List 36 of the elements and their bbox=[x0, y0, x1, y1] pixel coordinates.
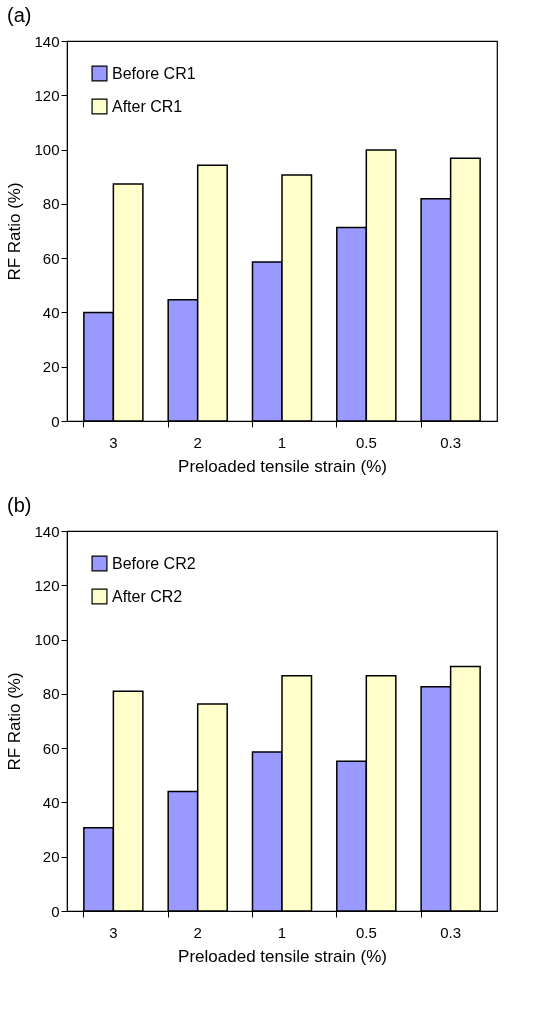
y-tick-label: 0 bbox=[51, 412, 60, 430]
y-tick-label: 140 bbox=[34, 522, 60, 540]
x-tick-label: 1 bbox=[277, 433, 287, 451]
y-axis-title: RF Ratio (%) bbox=[5, 182, 25, 281]
legend-label: After CR1 bbox=[112, 97, 183, 115]
x-tick-label: 3 bbox=[109, 923, 118, 941]
legend-label: Before CR1 bbox=[112, 64, 196, 82]
chart-title: (a) bbox=[7, 4, 32, 26]
legend-label: Before CR2 bbox=[112, 554, 196, 572]
x-tick-label: 0.3 bbox=[440, 923, 462, 941]
x-axis-title: Preloaded tensile strain (%) bbox=[178, 946, 387, 966]
x-tick-label: 0.5 bbox=[355, 433, 377, 451]
chart-title: (b) bbox=[7, 494, 32, 516]
y-tick-label: 80 bbox=[42, 195, 60, 213]
x-tick-label: 3 bbox=[109, 433, 118, 451]
y-tick-label: 100 bbox=[34, 631, 60, 649]
x-tick-label: 2 bbox=[193, 433, 202, 451]
y-tick-label: 120 bbox=[34, 86, 60, 104]
y-tick-label: 60 bbox=[42, 739, 60, 757]
x-tick-label: 1 bbox=[277, 923, 287, 941]
y-tick-label: 40 bbox=[42, 793, 60, 811]
y-tick-label: 40 bbox=[42, 303, 60, 321]
x-tick-label: 0.5 bbox=[355, 923, 377, 941]
y-tick-label: 140 bbox=[34, 32, 60, 50]
y-tick-label: 60 bbox=[42, 249, 60, 267]
legend-label: After CR2 bbox=[112, 587, 183, 605]
y-tick-label: 100 bbox=[34, 141, 60, 159]
y-tick-label: 0 bbox=[51, 902, 60, 920]
x-tick-label: 0.3 bbox=[440, 433, 462, 451]
y-axis-title: RF Ratio (%) bbox=[5, 672, 25, 771]
y-tick-label: 120 bbox=[34, 576, 60, 594]
x-axis-title: Preloaded tensile strain (%) bbox=[178, 456, 387, 476]
y-tick-label: 80 bbox=[42, 685, 60, 703]
y-tick-label: 20 bbox=[42, 358, 60, 376]
y-tick-label: 20 bbox=[42, 848, 60, 866]
x-tick-label: 2 bbox=[193, 923, 202, 941]
